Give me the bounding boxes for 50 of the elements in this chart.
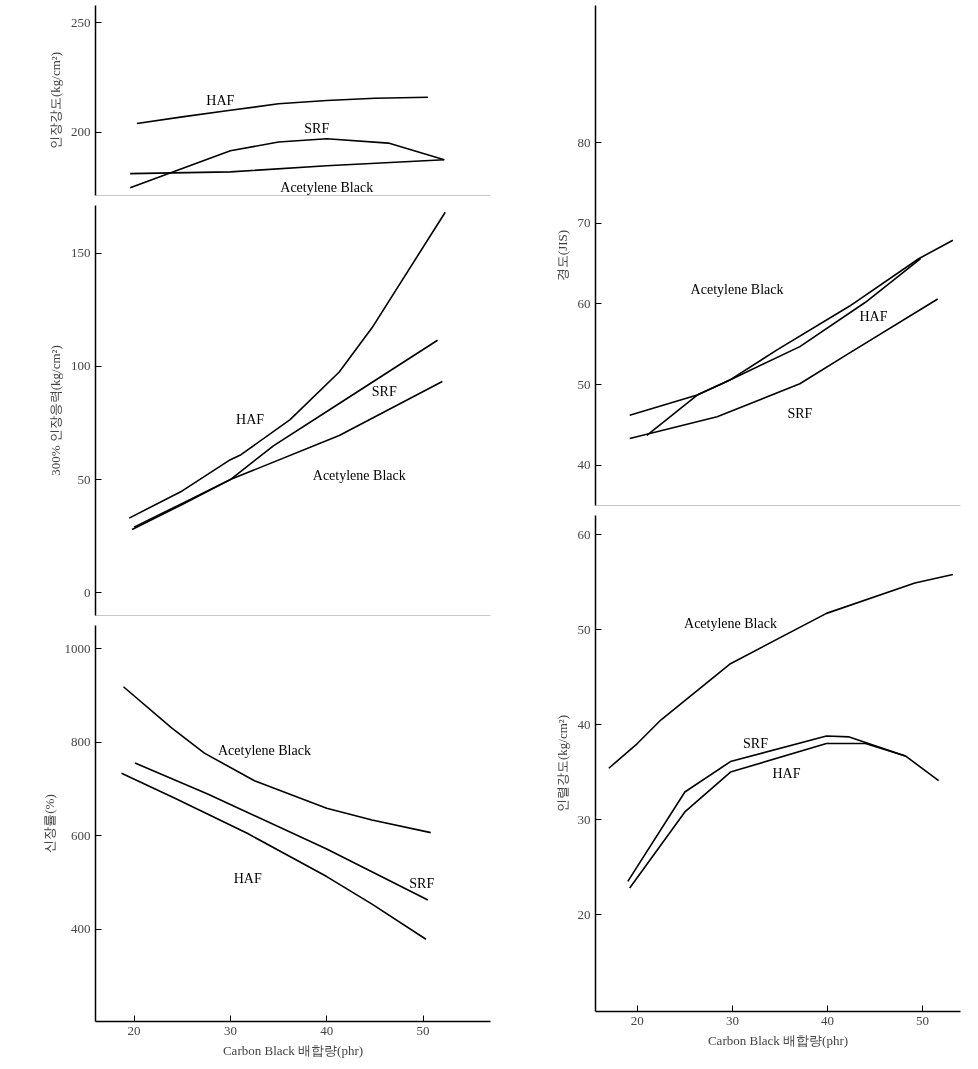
y-tick-label: 600 <box>71 827 91 843</box>
y-tick-label: 20 <box>577 906 591 922</box>
series-label: HAF <box>236 412 265 428</box>
x-tick-label: 20 <box>127 1022 141 1038</box>
x-tick-label: 40 <box>320 1022 334 1038</box>
y-tick-label: 200 <box>71 124 91 140</box>
y-tick-label: 30 <box>577 811 591 827</box>
series-label: Acetylene Black <box>684 616 777 632</box>
y-tick-label: 50 <box>77 471 91 487</box>
y-tick-label: 40 <box>577 457 591 473</box>
y-tick-label: 400 <box>71 921 91 937</box>
x-tick-label: 50 <box>915 1012 929 1028</box>
x-tick-label: 20 <box>630 1012 644 1028</box>
x-axis-title: Carbon Black 배합량(phr) <box>222 1042 364 1058</box>
y-axis-title: 300% 인장응력(kg/cm²) <box>48 345 63 476</box>
x-tick-label: 40 <box>820 1012 834 1028</box>
y-tick-label: 40 <box>577 716 591 732</box>
y-tick-label: 70 <box>577 215 591 231</box>
y-tick-label: 60 <box>577 295 591 311</box>
x-axis-title: Carbon Black 배합량(phr) <box>707 1032 849 1048</box>
x-tick-label: 50 <box>416 1022 430 1038</box>
y-tick-label: 50 <box>577 376 591 392</box>
y-axis-title: 인렬강도(kg/cm²) <box>554 714 570 813</box>
x-tick-label: 30 <box>725 1012 739 1028</box>
series-label: Acetylene Black <box>218 743 311 759</box>
series-label: SRF <box>371 383 397 399</box>
y-axis-title: 신장률(%) <box>41 794 57 853</box>
text: Acetylene Black <box>690 282 784 298</box>
y-tick-label: 60 <box>577 526 591 542</box>
series-label: HAF <box>233 871 262 887</box>
x-tick-label: 30 <box>223 1022 237 1038</box>
y-tick-label: 50 <box>577 621 591 637</box>
series-label: SRF <box>743 736 769 752</box>
series-label: Acetylene Black <box>280 180 374 196</box>
y-tick-label: 80 <box>577 134 591 150</box>
series-label: HAF <box>772 766 801 782</box>
y-tick-label: 100 <box>71 358 91 374</box>
y-tick-label: 250 <box>71 14 91 30</box>
y-axis-title: 인장강도(kg/cm²) <box>48 51 63 150</box>
y-tick-label: 0 <box>84 584 91 600</box>
series-label: HAF <box>859 308 888 324</box>
series-label: Acetylene Black <box>312 467 406 483</box>
y-tick-label: 1000 <box>64 640 91 656</box>
y-axis-title: 경도(JIS) <box>554 229 570 282</box>
series-label: SRF <box>787 406 813 422</box>
y-tick-label: 150 <box>71 245 91 261</box>
series-label: SRF <box>304 121 330 137</box>
series-label: SRF <box>409 876 435 892</box>
y-tick-label: 800 <box>71 734 91 750</box>
series-label: HAF <box>206 92 235 108</box>
